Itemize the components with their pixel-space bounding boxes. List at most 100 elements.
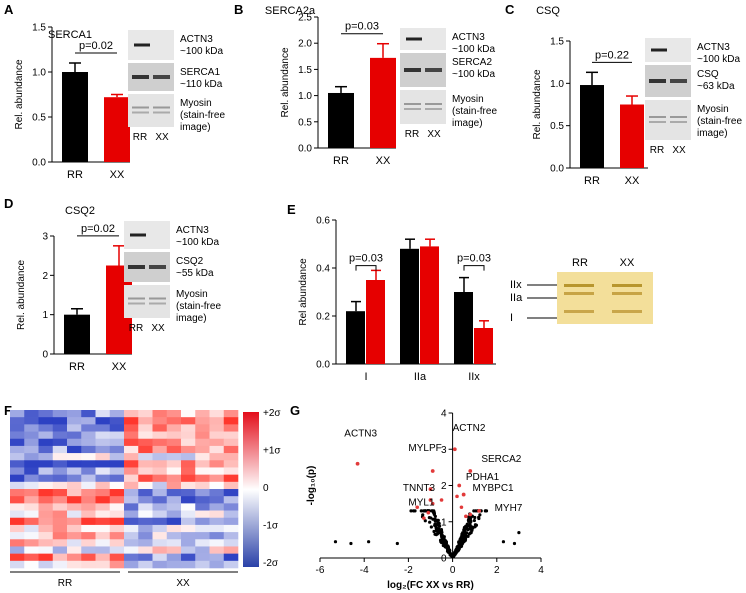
heatmap-cell (124, 453, 139, 461)
heatmap-cell (138, 410, 153, 418)
scatter-point (501, 540, 506, 544)
blot-label: ACTN3 (176, 225, 209, 236)
labeled-point (355, 461, 360, 466)
x-tick-label: -6 (316, 565, 325, 576)
heatmap-cell (124, 417, 139, 425)
heatmap-cell (124, 445, 139, 454)
heatmap-cell (109, 560, 125, 569)
heatmap-cell (223, 546, 239, 554)
blot-band-RR (128, 265, 145, 269)
scatter-point (437, 527, 441, 532)
y-axis-label: Rel abundance (298, 258, 309, 326)
heatmap-cell (38, 496, 54, 504)
heatmap-cell (109, 424, 125, 432)
heatmap-cell (195, 431, 210, 440)
heatmap-cell (67, 560, 82, 569)
heatmap-cell (195, 539, 210, 547)
blot-panel (124, 285, 170, 318)
heatmap-cell (81, 438, 96, 447)
heatmap-cell (152, 410, 168, 418)
scale-label: 0 (263, 483, 269, 494)
blot-size: ~63 kDa (697, 81, 735, 92)
heatmap-cell (138, 467, 153, 475)
panel-letter: E (287, 202, 296, 217)
heatmap-cell (138, 445, 153, 454)
scatter-point (409, 509, 413, 513)
panel-title: CSQ (536, 5, 560, 17)
heatmap-cell (166, 417, 182, 425)
heatmap-cell (152, 424, 168, 432)
heatmap-cell (67, 496, 82, 504)
heatmap-cell (81, 532, 96, 540)
heatmap-cell (209, 496, 225, 504)
y-tick-label: 2.5 (298, 13, 312, 24)
point-label: TNNT3 (403, 483, 436, 494)
heatmap-cell (223, 532, 239, 540)
scatter-point (440, 538, 444, 542)
scatter-point (429, 516, 433, 520)
y-tick-label: 1.5 (32, 23, 46, 34)
heatmap-cell (24, 481, 39, 490)
x-tick-label: RR (69, 361, 85, 373)
y-tick-label: 0 (441, 554, 447, 565)
blot-band-RR (404, 108, 421, 110)
heatmap-cell (152, 539, 168, 547)
heatmap-cell (124, 410, 139, 418)
heatmap-cell (181, 496, 196, 504)
x-tick-label: XX (376, 155, 391, 167)
heatmap-cell (67, 553, 82, 562)
heatmap-cell (67, 510, 82, 519)
heatmap-cell (223, 424, 239, 432)
heatmap-cell (181, 532, 196, 540)
lane-label: RR (650, 145, 664, 156)
bar-XX (104, 97, 130, 162)
heatmap-cell (152, 445, 168, 454)
scatter-point (419, 509, 423, 513)
heatmap-cell (152, 431, 168, 440)
heatmap-cell (38, 453, 54, 461)
blot-band-XX (425, 103, 442, 105)
heatmap-cell (166, 453, 182, 461)
heatmap-cell (124, 553, 139, 562)
heatmap-cell (24, 496, 39, 504)
blot-band-XX (149, 302, 166, 305)
gel-band-label: I (510, 312, 513, 324)
heatmap-cell (67, 481, 82, 490)
x-tick-label: 2 (494, 565, 500, 576)
heatmap-cell (166, 410, 182, 418)
heatmap-cell (95, 445, 111, 454)
heatmap-cell (181, 438, 196, 447)
significant-point (439, 498, 444, 502)
y-tick-label: 0.4 (316, 264, 330, 275)
heatmap-cell (138, 474, 153, 483)
blot-band-XX (670, 79, 687, 83)
heatmap-cell (195, 410, 210, 418)
blot-label: Myosin (452, 94, 484, 105)
heatmap-cell (95, 546, 111, 554)
gel-band-RR (564, 310, 594, 313)
heatmap-cell (209, 524, 225, 533)
blot-band-XX (149, 265, 166, 269)
heatmap-cell (166, 431, 182, 440)
gel-lane-label: RR (572, 257, 588, 269)
heatmap-cell (38, 489, 54, 497)
heatmap-cell (24, 453, 39, 461)
panel-letter: D (4, 196, 13, 211)
y-tick-label: 0.5 (550, 121, 564, 132)
heatmap-cell (52, 438, 68, 447)
heatmap-cell (223, 445, 239, 454)
heatmap-cell (24, 431, 39, 440)
heatmap-cell (24, 410, 39, 418)
panel-letter: A (4, 2, 14, 17)
point-label: PDHA1 (466, 472, 500, 483)
significant-point (415, 505, 420, 510)
heatmap-cell (109, 453, 125, 461)
blot-size: ~100 kDa (452, 69, 496, 80)
heatmap-cell (109, 481, 125, 490)
heatmap-cell (52, 560, 68, 569)
panel-title: SERCA2a (265, 5, 316, 17)
heatmap-cell (181, 410, 196, 418)
blot-band-RR (649, 79, 666, 83)
heatmap-cell (166, 546, 182, 554)
gel-band-label: IIx (510, 279, 522, 291)
